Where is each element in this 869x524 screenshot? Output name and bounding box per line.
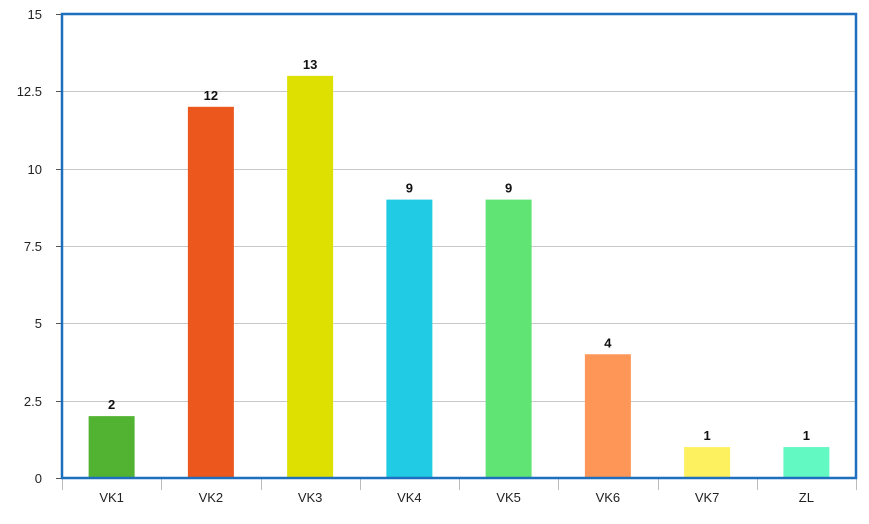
bar-vk6: [584, 354, 631, 478]
bar-vk7: [684, 447, 731, 478]
data-label: 1: [704, 428, 711, 443]
y-tick-label: 0: [35, 471, 42, 486]
y-tick-label: 15: [28, 7, 42, 22]
x-tick-label: VK6: [596, 490, 621, 505]
bar-vk4: [386, 199, 433, 478]
x-tick-label: VK7: [695, 490, 720, 505]
data-labels: 2 12 13 9 9 4 1 1: [108, 57, 810, 443]
data-label: 13: [303, 57, 317, 72]
y-tick-label: 12.5: [17, 84, 42, 99]
bar-vk3: [287, 75, 334, 478]
bar-vk1: [88, 416, 135, 478]
y-axis: 0 2.5 5 7.5 10 12.5 15: [17, 7, 62, 486]
y-tick-label: 5: [35, 316, 42, 331]
y-tick-label: 10: [28, 162, 42, 177]
y-tick-label: 7.5: [24, 239, 42, 254]
x-tick-label: VK2: [199, 490, 224, 505]
x-axis: VK1 VK2 VK3 VK4 VK5 VK6 VK7 ZL: [62, 478, 857, 505]
gridlines: [62, 91, 856, 402]
bar-vk5: [485, 199, 532, 478]
x-tick-label: ZL: [799, 490, 814, 505]
plot-area-border: [60, 12, 858, 480]
data-label: 12: [204, 88, 218, 103]
bar-vk2: [187, 106, 234, 479]
data-label: 4: [604, 335, 612, 350]
data-label: 9: [505, 181, 512, 196]
y-tick-label: 2.5: [24, 394, 42, 409]
data-label: 2: [108, 397, 115, 412]
data-label: 1: [803, 428, 810, 443]
bar-zl: [783, 447, 830, 478]
x-tick-label: VK3: [298, 490, 323, 505]
x-tick-label: VK4: [397, 490, 422, 505]
x-tick-label: VK1: [99, 490, 124, 505]
bars: [88, 75, 830, 479]
data-label: 9: [406, 181, 413, 196]
x-tick-label: VK5: [496, 490, 521, 505]
